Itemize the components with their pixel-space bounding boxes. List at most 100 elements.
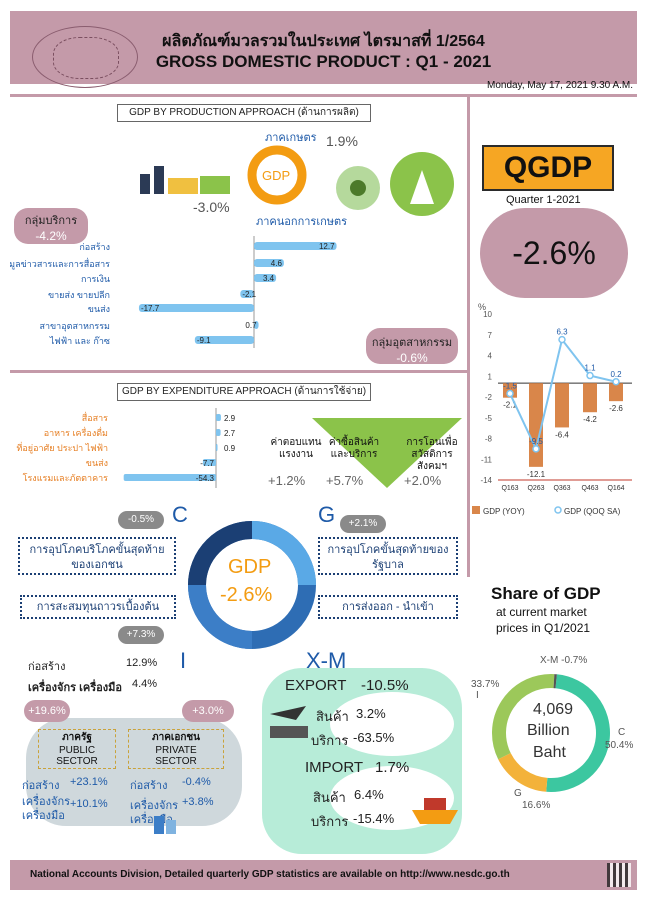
public-construction-value: +23.1%: [70, 776, 108, 788]
yoy-bar-label: -12.1: [527, 470, 546, 479]
expenditure-bar-value: 0.9: [224, 444, 236, 453]
public-title-th: ภาครัฐ: [62, 732, 92, 743]
expenditure-bar-label: ที่อยู่อาศัย ประปา ไฟฟ้า: [16, 441, 108, 454]
c-value-badge: -0.5%: [118, 511, 164, 529]
c-letter: C: [172, 502, 188, 527]
airplane-cargo-icon: [270, 706, 308, 738]
share-g-label: G: [514, 788, 522, 799]
qoq-point-label: 0.2: [610, 370, 622, 379]
qgdp-value-badge: -2.6%: [480, 208, 628, 298]
i-description-box: การสะสมทุนถาวรเบื้องต้น: [20, 595, 176, 619]
production-bar-value: 0.7: [245, 321, 257, 330]
expenditure-bar-value: 2.9: [224, 414, 236, 423]
agri-value: 1.9%: [326, 133, 358, 149]
share-c-percent: 50.4%: [605, 740, 634, 751]
public-sector-box: ภาครัฐ PUBLIC SECTOR: [38, 729, 116, 769]
qoq-point: [558, 335, 566, 344]
services-label: กลุ่มบริการ: [24, 215, 78, 227]
share-of-gdp-donut: [492, 674, 610, 792]
expenditure-bar: [216, 414, 221, 421]
legend-qoq-label: GDP (QOQ SA): [564, 507, 621, 516]
production-section-label: GDP BY PRODUCTION APPROACH (ด้านการผลิต): [117, 104, 371, 122]
header-banner: ผลิตภัณฑ์มวลรวมในประเทศ ไตรมาสที่ 1/2564…: [10, 11, 637, 88]
qr-code-icon: [607, 863, 631, 887]
yoy-bar-label: -2.6: [609, 404, 623, 413]
chart-ytick: -11: [481, 455, 493, 464]
share-slice: [546, 674, 610, 792]
legend-yoy-swatch: [472, 506, 480, 514]
share-i-label: I: [476, 690, 479, 701]
export-services-value: -63.5%: [353, 730, 395, 745]
yoy-bar-label: -2.1: [503, 401, 517, 410]
yoy-bar: [555, 383, 569, 428]
services-value: -4.2%: [35, 229, 67, 243]
factory-icon: [140, 166, 230, 194]
production-bar-label: สาขาอุตสาหกรรม: [39, 321, 110, 332]
production-bar: [194, 336, 254, 344]
chart-ylabel: %: [478, 302, 486, 312]
production-bar: [254, 274, 277, 282]
release-date: Monday, May 17, 2021 9.30 A.M.: [486, 80, 633, 91]
chart-ytick: -2: [485, 393, 493, 402]
production-bar-value: 4.6: [271, 259, 283, 268]
public-title-en1: PUBLIC: [58, 745, 96, 756]
chart-xtick: Q363: [553, 485, 570, 492]
nesdc-seal-logo: [32, 26, 138, 88]
private-badge: +3.0%: [182, 700, 234, 722]
qoq-point: [586, 371, 594, 380]
expenditure-bar-value: 2.7: [224, 429, 236, 438]
g-letter: G: [318, 502, 336, 527]
legend-yoy-label: GDP (YOY): [483, 507, 525, 516]
qgdp-title-box: QGDP: [482, 145, 614, 191]
production-bar-value: -2.1: [242, 290, 256, 299]
share-subtitle-2: prices in Q1/2021: [496, 621, 591, 635]
gov-item-label: ค่าตอบแทนแรงงาน: [270, 437, 322, 460]
yoy-bar: [609, 383, 623, 402]
production-bar: [138, 304, 254, 312]
public-title-en2: SECTOR: [56, 756, 98, 767]
qoq-point: [506, 389, 514, 398]
i-item-machinery: เครื่องจักร เครื่องมือ: [28, 682, 122, 694]
import-goods-label: สินค้า: [313, 790, 346, 805]
gov-item-value: +2.0%: [404, 473, 442, 488]
private-machinery-value: +3.8%: [182, 796, 214, 808]
share-center-value: 4,069: [533, 701, 574, 718]
legend-qoq-marker: [554, 506, 562, 514]
production-bar-label: ก่อสร้าง: [79, 242, 110, 252]
production-bar: [254, 242, 337, 250]
expenditure-gdp-donut: [188, 521, 316, 649]
footer-text: National Accounts Division, Detailed qua…: [30, 869, 510, 880]
gov-item-label: การโอนเพื่อสวัสดิการสังคมฯ: [406, 437, 458, 472]
government-triangle: [312, 418, 462, 488]
production-bar: [254, 321, 259, 329]
qoq-point-label: 6.3: [556, 328, 568, 337]
expenditure-bar: [202, 459, 216, 466]
title-thai: ผลิตภัณฑ์มวลรวมในประเทศ ไตรมาสที่ 1/2564: [162, 33, 485, 50]
yoy-bar-label: -4.2: [583, 415, 597, 424]
import-goods-value: 6.4%: [354, 787, 384, 802]
nonagri-label: ภาคนอกการเกษตร: [256, 216, 348, 228]
investment-sector-panel: [26, 718, 242, 826]
expenditure-bar-chart: สื่อสาร 2.9 อาหาร เครื่องดื่ม 2.7 ที่อยู่อาศ…: [16, 408, 236, 488]
export-goods-value: 3.2%: [356, 706, 386, 721]
export-value: -10.5%: [361, 677, 409, 694]
expenditure-bar: [123, 474, 216, 481]
i-item-construction-value: 12.9%: [126, 657, 158, 669]
expenditure-bar-label: ขนส่ง: [86, 458, 108, 468]
chart-xtick: Q263: [527, 485, 544, 492]
private-machinery-label: เครื่องจักร: [130, 800, 179, 812]
share-g-percent: 16.6%: [522, 800, 551, 811]
private-title-en2: SECTOR: [155, 756, 197, 767]
divider-top: [10, 94, 637, 97]
g-description-box: การอุปโภคขั้นสุดท้ายของรัฐบาล: [318, 537, 458, 575]
expenditure-bar: [216, 429, 221, 436]
import-services-label: บริการ: [311, 814, 349, 829]
c-description-box: การอุปโภคบริโภคขั้นสุดท้ายของเอกชน: [18, 537, 176, 575]
expenditure-bar-value: -7.7: [200, 459, 214, 468]
production-bar-value: 3.4: [263, 274, 275, 283]
gov-item-label: ค่าซื้อสินค้าและบริการ: [328, 437, 380, 460]
public-machinery-label: เครื่องจักร: [22, 796, 71, 808]
chart-ytick: 4: [488, 352, 493, 361]
production-bar-label: ข้อมูลข่าวสารและการสื่อสาร: [10, 257, 110, 270]
share-center-unit2: Baht: [533, 744, 566, 761]
